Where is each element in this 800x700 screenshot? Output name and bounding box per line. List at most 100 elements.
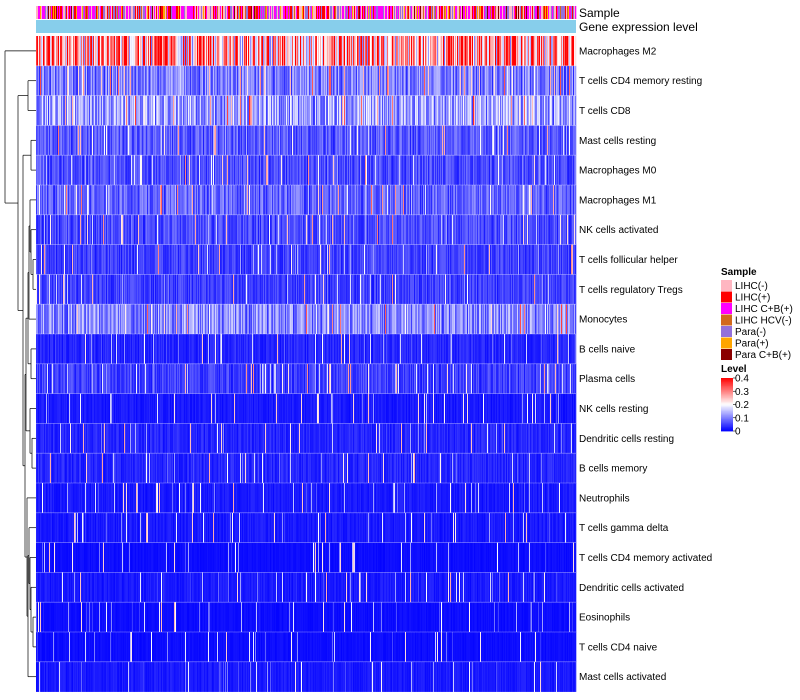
heatmap-cell — [132, 155, 134, 186]
heatmap-cell — [101, 155, 103, 186]
heatmap-cell — [104, 155, 106, 186]
heatmap-cell — [101, 214, 103, 245]
sample-annotation-cell — [290, 6, 292, 19]
heatmap-cell — [224, 185, 226, 216]
heatmap-cell — [508, 36, 510, 67]
heatmap-cell — [397, 185, 399, 216]
heatmap-cell — [61, 214, 63, 245]
heatmap-cell — [459, 125, 461, 156]
heatmap-cell — [480, 155, 482, 186]
sample-annotation-cell — [60, 6, 62, 19]
sample-annotation-cell — [149, 6, 151, 19]
heatmap-cell — [463, 65, 465, 96]
heatmap-cell — [170, 214, 172, 245]
heatmap-cell — [268, 214, 270, 245]
sample-annotation-cell — [427, 6, 429, 19]
heatmap-cell — [464, 36, 466, 67]
sample-annotation-cell — [100, 6, 102, 19]
heatmap-cell — [112, 65, 114, 96]
heatmap-cell — [203, 125, 205, 156]
heatmap-cell — [552, 65, 554, 96]
heatmap-cell — [277, 125, 279, 156]
heatmap-cell — [571, 155, 573, 186]
heatmap-cell — [136, 95, 138, 126]
heatmap-row — [36, 36, 577, 67]
heatmap-cell — [570, 155, 572, 186]
heatmap-cell — [396, 65, 398, 96]
heatmap-cell — [504, 95, 506, 126]
sample-annotation-cell — [505, 6, 507, 19]
heatmap-cell — [334, 95, 336, 126]
heatmap-cell — [446, 125, 448, 156]
sample-annotation-cell — [112, 6, 114, 19]
heatmap-cell — [518, 36, 520, 67]
heatmap-cell — [324, 95, 326, 126]
heatmap-cell — [311, 65, 313, 96]
sample-annotation-cell — [133, 6, 135, 19]
heatmap-cell — [454, 36, 456, 67]
heatmap-cell — [122, 185, 124, 216]
heatmap-cell — [478, 36, 480, 67]
heatmap-cell — [196, 125, 198, 156]
heatmap-cell — [165, 155, 167, 186]
sample-annotation-cell — [317, 6, 319, 19]
heatmap-cell — [329, 65, 331, 96]
heatmap-cell — [223, 155, 225, 186]
heatmap-cell — [244, 95, 246, 126]
heatmap-cell — [405, 214, 407, 245]
heatmap-cell — [112, 214, 114, 245]
sample-annotation-cell — [137, 6, 139, 19]
heatmap-cell — [571, 125, 573, 156]
heatmap-cell — [148, 95, 150, 126]
heatmap-cell — [131, 95, 133, 126]
heatmap-cell — [266, 214, 268, 245]
heatmap-cell — [540, 65, 542, 96]
heatmap-cell — [445, 125, 447, 156]
heatmap-cell — [153, 155, 155, 186]
heatmap-cell — [235, 185, 237, 216]
heatmap-cell — [74, 36, 76, 67]
heatmap-cell — [380, 155, 382, 186]
heatmap-cell — [122, 155, 124, 186]
sample-annotation-cell — [560, 6, 562, 19]
heatmap-cell — [477, 36, 479, 67]
heatmap-cell — [469, 95, 471, 126]
heatmap-cell — [104, 65, 106, 96]
heatmap-cell — [105, 214, 107, 245]
heatmap-cell — [187, 185, 189, 216]
heatmap-cell — [123, 185, 125, 216]
heatmap-cell — [346, 214, 348, 245]
heatmap-cell — [96, 95, 98, 126]
heatmap-cell — [353, 125, 355, 156]
heatmap-cell — [176, 65, 178, 96]
heatmap-cell — [451, 125, 453, 156]
heatmap-cell — [67, 36, 69, 67]
heatmap-cell — [199, 65, 201, 96]
sample-annotation-cell — [382, 6, 384, 19]
heatmap-cell — [47, 65, 49, 96]
heatmap-cell — [99, 125, 101, 156]
heatmap-cell — [368, 95, 370, 126]
heatmap-cell — [378, 125, 380, 156]
heatmap-cell — [480, 185, 482, 216]
heatmap-cell — [398, 214, 400, 245]
heatmap-cell — [563, 95, 565, 126]
sample-annotation-cell — [346, 6, 348, 19]
heatmap-cell — [453, 65, 455, 96]
heatmap-cell — [457, 155, 459, 186]
heatmap-cell — [463, 185, 465, 216]
heatmap-cell — [276, 214, 278, 245]
heatmap-cell — [210, 95, 212, 126]
heatmap-cell — [345, 185, 347, 216]
heatmap-cell — [300, 155, 302, 186]
heatmap-cell — [222, 155, 224, 186]
heatmap-cell — [67, 155, 69, 186]
heatmap-cell — [255, 95, 257, 126]
sample-annotation-cell — [280, 6, 282, 19]
heatmap-cell — [335, 65, 337, 96]
heatmap-cell — [466, 36, 468, 67]
sample-annotation-cell — [77, 6, 79, 19]
heatmap-cell — [118, 95, 120, 126]
heatmap-cell — [430, 155, 432, 186]
heatmap-cell — [325, 214, 327, 245]
